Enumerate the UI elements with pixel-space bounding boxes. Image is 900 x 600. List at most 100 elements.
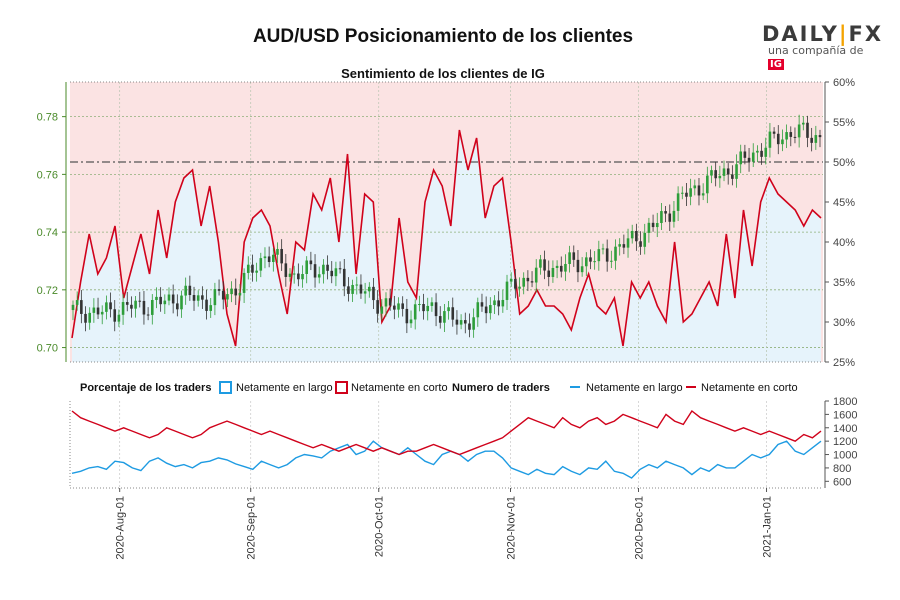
traders-tick-label: 1200 [833,436,857,448]
chart-subtitle: Sentimiento de los clientes de IG [341,66,545,81]
candle-body [213,289,217,306]
candle-body [497,300,500,307]
candle-body [610,260,613,262]
candle-body [367,286,371,292]
candle-body [484,306,488,314]
candle-body [706,175,709,194]
candle-body [355,284,359,286]
x-tick-label: 2020-Nov-01 [506,496,518,560]
candle-body [426,305,430,312]
candle-body [639,241,642,247]
candle-body [150,299,154,315]
dailyfx-logo: DAILY|FX una compañía de IG [762,22,881,70]
candle-body [751,152,755,162]
candle-body [142,300,146,315]
candle-body [597,249,601,262]
candle-body [388,298,392,306]
candle-body [455,319,459,325]
net-short-pct-line [71,129,822,347]
candle-body [88,312,91,323]
candle-body [605,248,609,262]
candle-body [351,284,354,294]
candle-body [555,265,559,268]
pct-tick-label: 60% [833,77,855,89]
candle-body [505,281,509,300]
candle-body [764,147,768,157]
candle-body [255,270,258,273]
candle-body [342,268,346,287]
candle-body [514,278,517,289]
candle-body [522,277,526,287]
price-tick-label: 0.72 [37,285,58,297]
traders-long-line [71,440,822,479]
candle-body [655,223,659,228]
candle-body [297,273,300,280]
candle-body [430,302,434,306]
candle-body [509,278,513,282]
candle-body [601,248,605,250]
candle-body [376,300,379,314]
candle-body [100,311,104,315]
candle-body [551,267,555,277]
candle-body [647,222,651,233]
traders-tick-label: 800 [833,463,851,475]
candle-body [697,185,701,196]
pct-tick-label: 40% [833,237,855,249]
candle-body [447,307,450,312]
candle-body [589,257,592,262]
legend-pct-title: Porcentaje de los traders [80,382,211,394]
candle-body [518,286,521,289]
candle-body [806,122,809,138]
candle-body [409,319,413,324]
candle-body [80,300,83,314]
candle-body [363,291,367,294]
candle-body [797,124,801,138]
candle-body [459,320,463,325]
legend-short-swatch [335,381,348,394]
candle-body [263,256,267,259]
candle-body [109,302,112,310]
candle-body [372,286,375,301]
candle-body [393,305,396,310]
candle-body [230,288,233,295]
candle-body [776,133,780,145]
legend-pct-short: Netamente en corto [351,382,448,394]
candle-body [71,304,75,311]
candle-body [146,314,150,316]
traders-tick-label: 1400 [833,423,857,435]
candle-body [301,273,304,280]
candle-body [781,139,784,145]
traders-tick-label: 600 [833,476,851,488]
candle-body [814,135,818,143]
candle-body [747,157,751,162]
candle-body [405,308,409,324]
candle-body [818,135,822,138]
candle-body [221,290,225,300]
candle-body [443,311,446,323]
candle-body [693,185,697,189]
candle-body [238,292,242,296]
candle-body [789,132,793,137]
candle-body [205,299,208,311]
pct-tick-label: 25% [833,357,855,369]
legend-traders-title: Numero de traders [452,382,550,394]
traders-tick-label: 1000 [833,450,857,462]
candle-body [743,151,747,158]
candle-body [735,164,738,179]
candle-body [731,174,734,179]
candle-body [184,285,187,296]
candle-body [564,263,567,272]
candle-body [472,317,475,330]
candle-body [651,222,655,228]
candle-body [476,302,480,318]
candle-body [397,303,400,310]
candle-body [209,305,213,311]
legend-traders-short: Netamente en corto [701,382,798,394]
candle-body [226,294,229,300]
legend-traders-long: Netamente en largo [586,382,683,394]
candle-body [171,294,175,304]
candle-body [267,256,271,263]
price-tick-label: 0.76 [37,169,58,181]
